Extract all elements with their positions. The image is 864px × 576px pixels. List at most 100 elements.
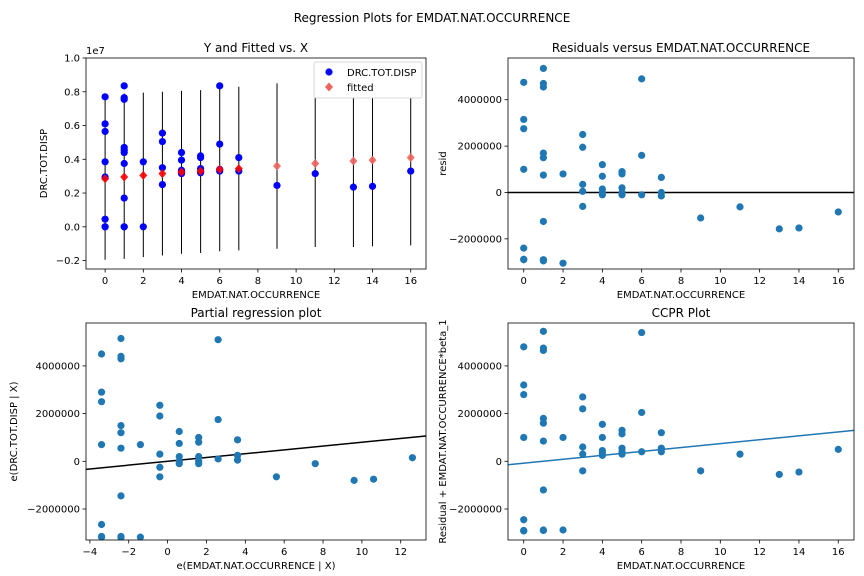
x-tick-label: 4 (178, 276, 184, 287)
observed-point (158, 137, 167, 146)
data-point (638, 75, 646, 83)
x-tick-label: 12 (753, 276, 766, 287)
data-point (156, 412, 164, 420)
x-tick-label: 6 (217, 276, 223, 287)
y-tick-label: −2000000 (449, 505, 502, 516)
x-tick-label: 12 (328, 276, 341, 287)
data-point (136, 441, 144, 449)
data-point (117, 444, 125, 452)
x-tick-label: 6 (281, 547, 287, 558)
observed-point (349, 183, 358, 191)
x-tick-label: 10 (714, 547, 727, 558)
data-point (539, 257, 547, 265)
y-tick-label: 4000000 (457, 95, 502, 106)
data-point (638, 448, 646, 456)
data-point (579, 393, 587, 401)
data-point (795, 468, 803, 476)
data-point (520, 390, 528, 399)
data-point (97, 520, 106, 529)
legend-marker-fitted (325, 82, 333, 92)
data-point (520, 115, 528, 124)
x-tick-label: 2 (140, 276, 146, 287)
data-point (559, 433, 567, 442)
y-tick-label: 0.0 (64, 222, 80, 233)
fitted-point (158, 169, 167, 179)
observed-point (158, 129, 167, 137)
subplot-title: Partial regression plot (191, 306, 322, 320)
y-axis-label: DRC.TOT.DISP (39, 129, 50, 198)
fitted-point (273, 161, 282, 171)
fit-line (508, 429, 854, 466)
data-point (156, 473, 164, 481)
data-point (156, 450, 164, 458)
subplot-3: Partial regression plot −4 −2 0 2 4 6 8 10 12 −200… (9, 306, 427, 572)
fitted-point (234, 164, 243, 174)
x-tick-label: 0 (102, 276, 108, 287)
fitted-point (349, 156, 358, 166)
data-point (559, 259, 567, 267)
x-axis-label: EMDAT.NAT.OCCURRENCE (192, 290, 320, 301)
observed-point (139, 158, 147, 166)
y-offset-label: 1e7 (86, 46, 105, 57)
data-point (520, 256, 528, 264)
data-point (795, 224, 803, 232)
observed-point (120, 148, 128, 157)
legend-marker-observed (325, 68, 333, 76)
subplot-title: Residuals versus EMDAT.NAT.OCCURRENCE (552, 41, 810, 55)
x-tick-label: 2 (560, 547, 566, 558)
data-point (369, 475, 378, 483)
y-tick-label: 4000000 (457, 361, 502, 372)
data-point (520, 343, 528, 351)
x-tick-label: 4 (242, 547, 248, 558)
data-point (598, 172, 606, 180)
observed-point (197, 153, 205, 162)
observed-point (120, 223, 128, 231)
data-point (598, 433, 606, 442)
data-point (350, 476, 358, 484)
data-point (117, 429, 125, 437)
data-point (638, 328, 646, 337)
data-point (539, 171, 547, 179)
y-tick-label: 0.6 (64, 121, 80, 132)
data-point (657, 192, 665, 200)
y-tick-label: 4000000 (35, 361, 80, 372)
data-point (97, 350, 106, 358)
observed-point (120, 194, 128, 202)
data-point (834, 445, 842, 453)
observed-point (101, 215, 109, 223)
data-point (638, 191, 646, 199)
x-tick-label: 10 (714, 276, 727, 287)
data-point (117, 421, 125, 430)
data-point (579, 450, 587, 458)
y-tick-label: −2000000 (449, 234, 502, 245)
x-tick-label: 14 (366, 276, 379, 287)
data-point (117, 355, 125, 363)
data-point (579, 130, 587, 139)
observed-point (216, 82, 224, 90)
observed-point (177, 148, 186, 157)
subplot-1: Y and Fitted vs. X 0 2 4 6 8 10 12 14 16 −0.2 0.0 0.… (39, 41, 427, 301)
data-point (214, 336, 222, 344)
data-point (156, 463, 164, 471)
y-tick-label: 2000000 (457, 409, 502, 420)
y-tick-label: 0 (496, 188, 502, 199)
data-point (579, 143, 587, 151)
subplot-title: Y and Fitted vs. X (203, 41, 308, 55)
x-tick-label: 14 (793, 276, 806, 287)
fitted-point (139, 170, 148, 180)
fitted-point (101, 174, 110, 184)
x-tick-label: 16 (404, 276, 417, 287)
data-point (97, 388, 106, 396)
legend-box (313, 61, 423, 99)
axes-frame (85, 57, 427, 270)
data-point (539, 526, 547, 535)
data-point (214, 415, 222, 424)
x-tick-label: −4 (83, 547, 98, 558)
data-point (657, 173, 665, 182)
fitted-point (368, 155, 377, 165)
data-point (579, 405, 587, 413)
observed-point (101, 127, 109, 136)
data-point (638, 408, 646, 417)
x-tick-label: 4 (599, 276, 605, 287)
